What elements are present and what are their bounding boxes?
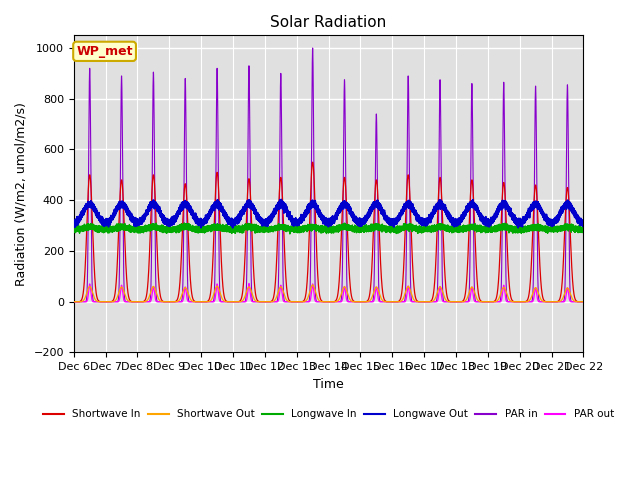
Legend: Shortwave In, Shortwave Out, Longwave In, Longwave Out, PAR in, PAR out: Shortwave In, Shortwave Out, Longwave In… [39,405,618,423]
Text: WP_met: WP_met [76,45,133,58]
Title: Solar Radiation: Solar Radiation [271,15,387,30]
Y-axis label: Radiation (W/m2, umol/m2/s): Radiation (W/m2, umol/m2/s) [15,102,28,286]
X-axis label: Time: Time [313,378,344,391]
